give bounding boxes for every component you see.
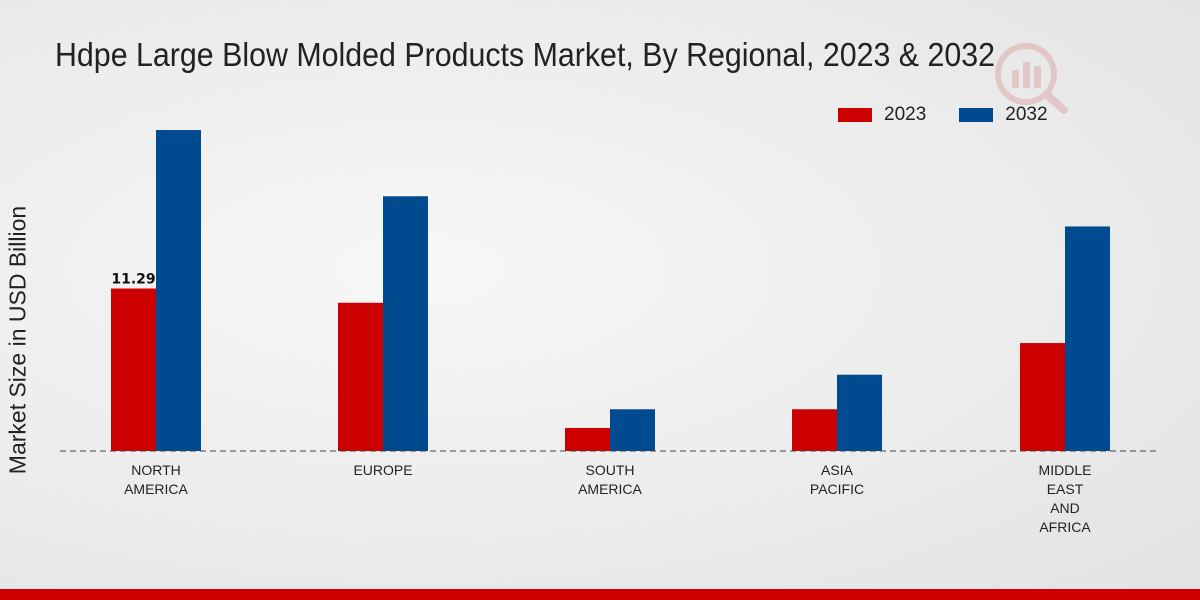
data-label-0: 11.29 [111, 272, 155, 288]
bar-2032-1 [383, 196, 428, 451]
x-tick-label-4-1: EAST [1047, 481, 1084, 497]
bar-2023-0 [111, 288, 156, 451]
x-tick-label-0-0: NORTH [131, 462, 181, 478]
legend-swatch-2023 [838, 108, 872, 122]
bar-2023-4 [1020, 343, 1065, 451]
chart-legend: 2023 2032 [838, 104, 1081, 126]
x-tick-label-3-1: PACIFIC [810, 481, 864, 497]
chart-title: Hdpe Large Blow Molded Products Market, … [55, 36, 996, 73]
legend-item-2032: 2032 [959, 104, 1048, 126]
bottom-accent-bar [0, 589, 1200, 600]
bar-2032-3 [837, 374, 882, 451]
x-tick-label-1-0: EUROPE [353, 462, 412, 478]
bar-2023-3 [792, 409, 837, 451]
legend-label-2032: 2032 [1005, 104, 1048, 125]
x-tick-label-4-0: MIDDLE [1039, 462, 1092, 478]
x-tick-label-2-0: SOUTH [586, 462, 635, 478]
bar-2032-2 [610, 409, 655, 451]
bar-2023-2 [565, 427, 610, 451]
bar-2032-0 [156, 130, 201, 451]
x-tick-label-3-0: ASIA [821, 462, 854, 478]
logo-watermark-icon [992, 40, 1072, 120]
legend-swatch-2032 [959, 108, 994, 122]
x-tick-label-4-2: AND [1050, 500, 1080, 516]
x-tick-label-4-3: AFRICA [1039, 519, 1091, 535]
x-tick-label-0-1: AMERICA [124, 481, 188, 497]
legend-label-2023: 2023 [884, 104, 927, 125]
x-tick-label-2-1: AMERICA [578, 481, 642, 497]
bar-2032-4 [1065, 226, 1110, 451]
bar-2023-1 [338, 302, 383, 451]
legend-item-2023: 2023 [838, 104, 926, 126]
